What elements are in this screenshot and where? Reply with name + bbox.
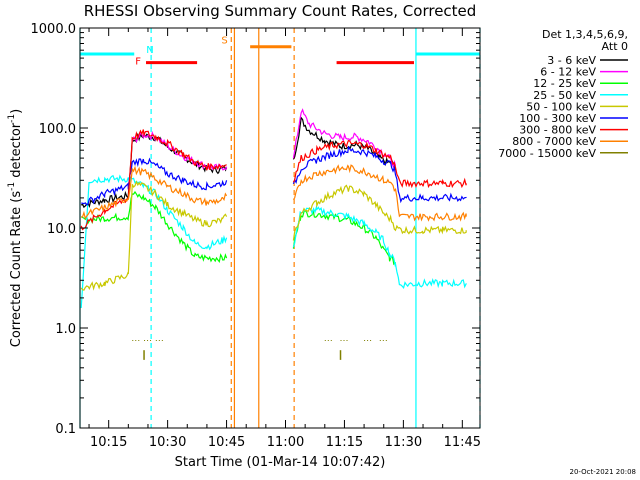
series-100-300-kev-seg2 [292,145,467,204]
y-axis-label-mid: detector [9,122,24,182]
legend-label-300-800-kev: 300 - 800 keV [519,124,596,137]
y-tick-label-0: 1000.0 [31,22,77,37]
series-12-25-kev-seg2 [292,209,396,266]
x-tick-label-1: 10:30 [149,435,186,450]
x-tick-label-3: 11:00 [267,435,304,450]
y-tick-label-3: 1.0 [55,322,76,337]
series-50-100-kev-seg1 [80,180,228,291]
legend-header-attenuator: Att 0 [602,40,628,53]
series-300-800-kev-seg1 [80,129,227,231]
timestamp: 20-Oct-2021 20:08 [570,468,636,476]
y-axis-label-end: ) [9,109,24,114]
x-tick-label-5: 11:30 [385,435,422,450]
legend-label-3-6-kev: 3 - 6 keV [547,54,596,67]
x-tick-label-2: 10:45 [208,435,245,450]
series-6-12-kev-seg2 [292,108,397,169]
flag-s-label: S [221,35,227,46]
flag-f-label: F [135,57,141,68]
series-50-100-kev-seg2 [292,184,467,241]
x-tick-label-0: 10:15 [90,435,127,450]
legend-label-7000-15000-kev: 7000 - 15000 keV [498,147,596,160]
y-tick-label-2: 10.0 [47,222,76,237]
series-3-6-kev-seg2 [292,116,397,171]
x-tick-label-4: 11:15 [326,435,363,450]
legend-label-12-25-kev: 12 - 25 keV [533,77,596,90]
legend-label-50-100-kev: 50 - 100 keV [526,100,596,113]
series-800-7000-kev-seg1 [80,165,228,220]
legend-label-6-12-kev: 6 - 12 keV [540,66,596,79]
series-25-50-kev-seg1 [80,174,228,309]
series-100-300-kev-seg1 [81,157,228,206]
series-6-12-kev-seg1 [131,130,228,171]
series-800-7000-kev-seg2 [292,164,467,222]
x-axis-ticks: 10:15 10:30 10:45 11:00 11:15 11:30 11:45 [88,28,481,450]
y-tick-label-4: 0.1 [55,422,76,437]
y-axis-label-sup2: -1 [7,114,17,123]
y-axis-label: Corrected Count Rate (s-1 detector-1) [7,109,24,347]
y-axis-label-sup1: -1 [7,182,17,191]
flag-n-label: N [146,45,153,56]
series-12-25-kev-seg1 [80,190,228,263]
legend-label-800-7000-kev: 800 - 7000 keV [512,135,596,148]
y-tick-label-1: 100.0 [39,122,76,137]
legend-label-100-300-kev: 100 - 300 keV [519,112,596,125]
series-lines [80,108,467,360]
y-axis-label-main: Corrected Count Rate (s [9,191,24,348]
legend-header-detectors: Det 1,3,4,5,6,9, [542,28,628,41]
chart-title: RHESSI Observing Summary Count Rates, Co… [84,2,477,20]
y-axis-ticks: 1000.0 100.0 10.0 1.0 0.1 [31,22,480,437]
series-25-50-kev-seg2 [292,205,467,290]
flag-bars: NF S [80,35,480,68]
series-300-800-kev-seg2 [292,139,467,189]
x-tick-label-6: 11:45 [444,435,481,450]
x-axis-label: Start Time (01-Mar-14 10:07:42) [175,455,386,470]
legend-label-25-50-kev: 25 - 50 keV [533,89,596,102]
